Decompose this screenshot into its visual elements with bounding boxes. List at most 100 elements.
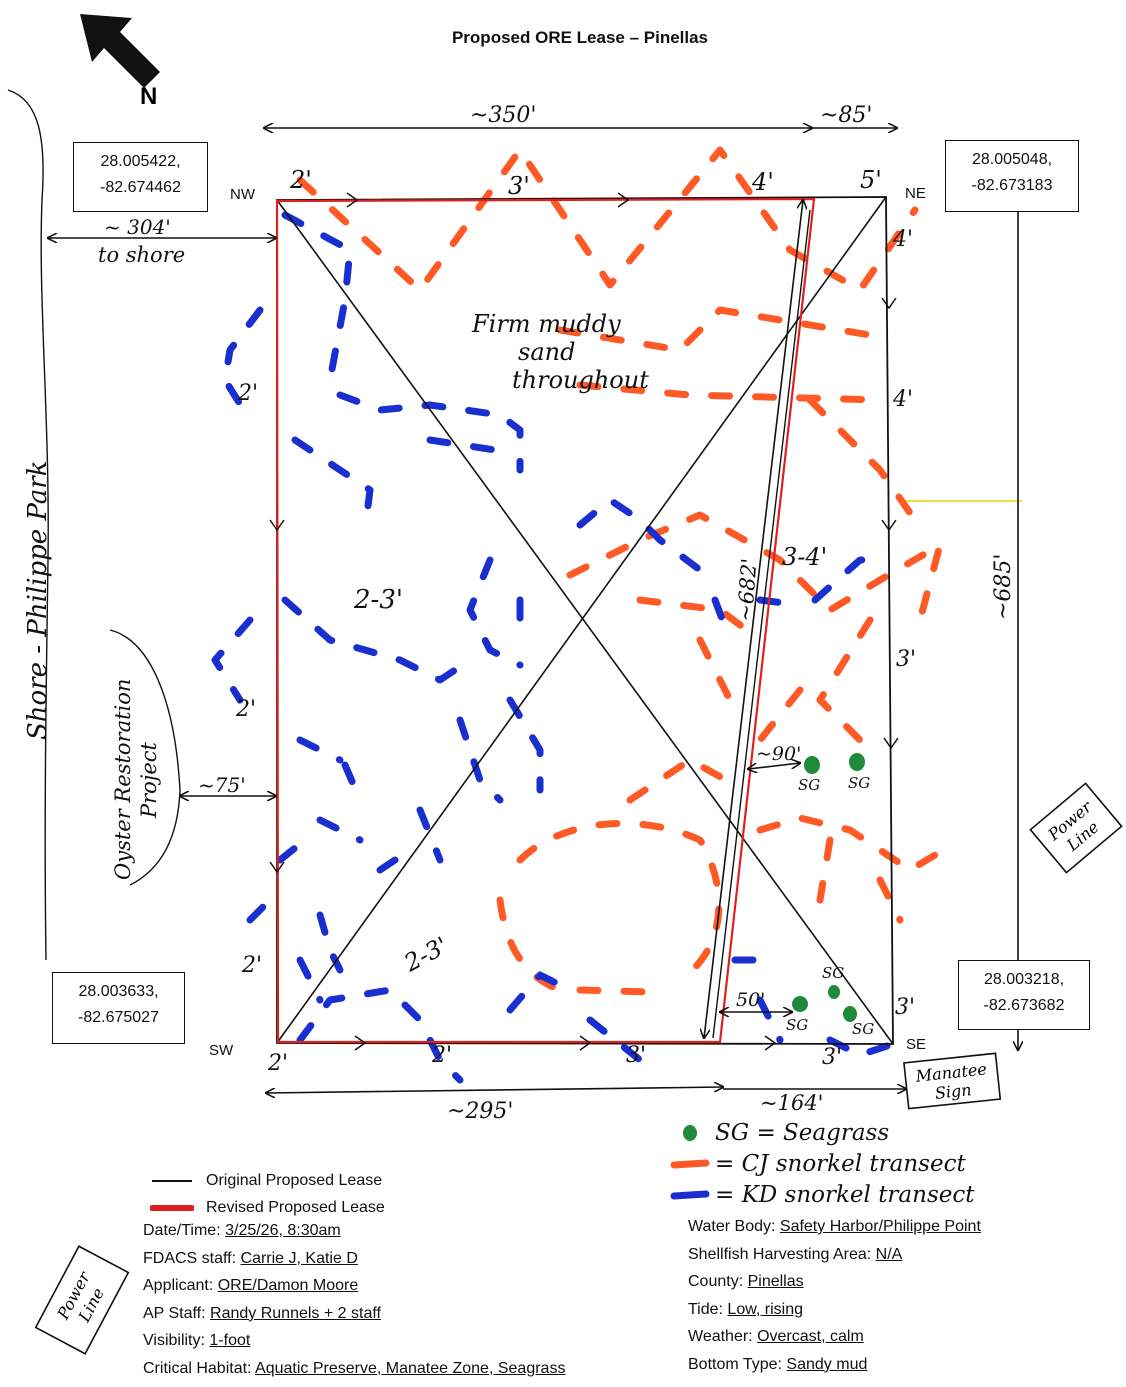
info-row: AP Staff: Randy Runnels + 2 staff — [143, 1305, 565, 1333]
corner-label-se: SE — [906, 1036, 926, 1053]
info-row: Shellfish Harvesting Area: N/A — [688, 1246, 981, 1274]
legend-original: Original Proposed Lease — [150, 1167, 385, 1194]
info-row: County: Pinellas — [688, 1273, 981, 1301]
svg-text:Sign: Sign — [934, 1080, 972, 1103]
north-label: N — [140, 83, 157, 110]
kd-transect-segment — [300, 740, 340, 760]
cj-transect-segment — [880, 880, 900, 920]
black-line-icon — [150, 1176, 194, 1186]
kd-transect-segment — [580, 500, 700, 570]
to-oyster-label: ~75' — [198, 773, 246, 797]
depth-sw: 2' — [267, 1051, 288, 1076]
cj-transect-segment — [820, 840, 830, 900]
legend-cj: = CJ snorkel transect — [665, 1148, 975, 1179]
depth-n2: 4' — [751, 168, 774, 196]
depth-se2: 3' — [895, 995, 915, 1020]
kd-transect-segment — [760, 600, 800, 605]
depth-mid-e: 3-4' — [782, 543, 827, 571]
depth-sw-in: 2-3' — [399, 931, 453, 977]
info-row: Visibility: 1-foot — [143, 1332, 565, 1360]
power-line-sign-east: Power Line — [1030, 783, 1121, 872]
cj-transect-segment — [500, 900, 560, 990]
sg-label-2: SG — [848, 774, 870, 792]
depth-s2: 3' — [626, 1043, 646, 1068]
kd-transect-segment — [320, 915, 340, 970]
depth-w3: 2' — [241, 953, 262, 978]
to-seagrass-n-label: ~90' — [756, 743, 801, 765]
sg-label-4: SG — [786, 1016, 808, 1034]
info-row: Water Body: Safety Harbor/Philippe Point — [688, 1218, 981, 1246]
red-line-icon — [150, 1203, 194, 1213]
depth-e1: 4' — [892, 387, 913, 412]
bottom-width-arrow — [266, 1087, 723, 1093]
kd-transect-segment — [295, 440, 370, 530]
kd-transect-segment — [300, 960, 320, 1000]
depth-n1: 3' — [508, 172, 530, 200]
depth-s1: 2' — [431, 1043, 452, 1068]
depth-e2: 3' — [896, 647, 916, 672]
blue-dash-icon — [670, 1188, 710, 1202]
depth-ne: 5' — [860, 166, 882, 194]
cj-transect-segment — [300, 150, 915, 290]
note-line-3: throughout — [512, 366, 649, 394]
oyster-label-1: Oyster Restoration — [111, 679, 135, 880]
info-row: Critical Habitat: Aquatic Preserve, Mana… — [143, 1360, 565, 1387]
corner-label-ne: NE — [905, 185, 926, 202]
cj-snorkel-transect — [300, 150, 940, 992]
kd-transect-segment — [250, 890, 280, 920]
kd-transect-segment — [215, 620, 250, 700]
power-line-sign-west: Power Line — [36, 1246, 129, 1354]
coord-box-se: 28.003218, -82.673682 — [958, 960, 1090, 1030]
note-line-1: Firm muddy — [471, 310, 621, 338]
transect-legend: SG = Seagrass = CJ snorkel transect = KD… — [665, 1117, 975, 1210]
bottom-ext-label: ~164' — [760, 1091, 823, 1115]
lease-legend: Original Proposed Lease Revised Proposed… — [150, 1167, 385, 1221]
legend-kd: = KD snorkel transect — [665, 1179, 975, 1210]
sg-label-1: SG — [798, 776, 820, 794]
bottom-width-label: ~295' — [447, 1099, 513, 1124]
inner-length-label: ~682' — [733, 557, 761, 622]
cj-transect-segment — [700, 640, 730, 700]
info-row: Date/Time: 3/25/26, 8:30am — [143, 1222, 565, 1250]
to-shore-label: ~ 304' — [104, 215, 171, 239]
kd-transect-segment — [470, 560, 520, 665]
note-line-2: sand — [518, 338, 575, 366]
kd-transect-segment — [420, 810, 440, 860]
info-row: Applicant: ORE/Damon Moore — [143, 1277, 565, 1305]
coord-box-nw: 28.005422, -82.674462 — [73, 142, 208, 212]
corner-label-sw: SW — [209, 1042, 233, 1059]
depth-ne2: 4' — [892, 227, 913, 252]
page-title: Proposed ORE Lease – Pinellas — [360, 28, 800, 48]
shore-label: Shore - Philippe Park — [23, 461, 53, 740]
info-row: Weather: Overcast, calm — [688, 1328, 981, 1356]
site-info-right: Water Body: Safety Harbor/Philippe Point… — [688, 1218, 981, 1383]
sg-label-3: SG — [822, 964, 844, 982]
kd-transect-segment — [380, 850, 410, 870]
to-shore-label-2: to shore — [98, 243, 185, 267]
info-row: FDACS staff: Carrie J, Katie D — [143, 1250, 565, 1278]
cj-transect-segment — [820, 620, 870, 740]
oyster-label-2: Project — [137, 741, 161, 819]
cj-transect-segment — [520, 823, 719, 980]
depth-nw: 2' — [289, 166, 312, 194]
orange-dash-icon — [670, 1157, 710, 1171]
north-arrow-icon — [80, 14, 160, 88]
cj-transect-segment — [760, 690, 800, 740]
depth-mid-w: 2-3' — [353, 585, 403, 615]
coord-box-ne: 28.005048, -82.673183 — [945, 140, 1079, 212]
kd-transect-segment — [340, 395, 520, 470]
cj-transect-segment — [760, 818, 935, 870]
to-seagrass-s-label: 50' — [736, 989, 765, 1011]
cj-transect-segment — [810, 400, 915, 520]
kd-transect-segment — [285, 215, 350, 380]
manatee-sign: Manatee Sign — [904, 1053, 1000, 1108]
kd-transect-segment — [320, 820, 360, 840]
sg-label-5: SG — [852, 1020, 874, 1038]
top-ext-label: ~85' — [820, 103, 872, 128]
kd-transect-segment — [345, 765, 360, 800]
green-dot-icon — [680, 1123, 700, 1143]
east-length-label: ~685' — [991, 554, 1016, 620]
info-row: Bottom Type: Sandy mud — [688, 1356, 981, 1384]
corner-label-nw: NW — [230, 186, 255, 203]
depth-se: 3' — [822, 1045, 842, 1070]
